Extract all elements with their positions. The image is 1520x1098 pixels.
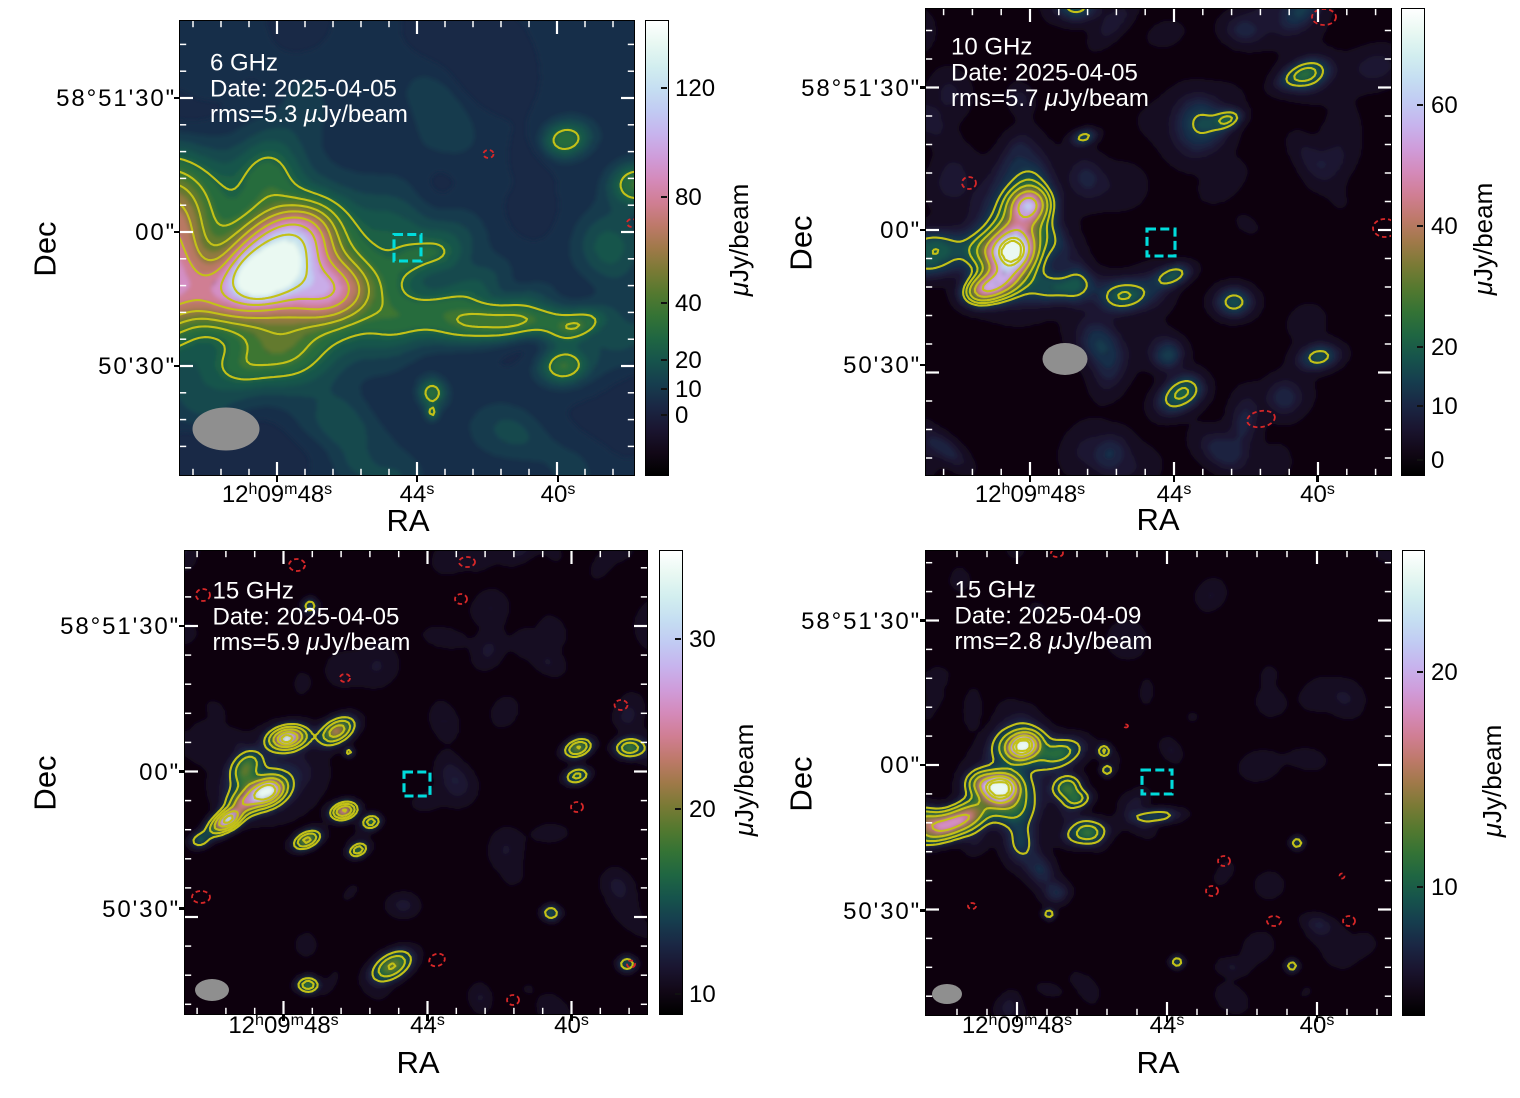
svg-text:rms=5.9 μJy/beam: rms=5.9 μJy/beam (213, 629, 411, 656)
svg-text:Date: 2025-04-05: Date: 2025-04-05 (951, 59, 1138, 86)
svg-text:rms=2.8 μJy/beam: rms=2.8 μJy/beam (955, 628, 1153, 655)
svg-text:rms=5.7 μJy/beam: rms=5.7 μJy/beam (951, 85, 1149, 112)
svg-text:10 GHz: 10 GHz (951, 34, 1032, 61)
svg-text:rms=5.3 μJy/beam: rms=5.3 μJy/beam (210, 101, 408, 128)
svg-text:15 GHz: 15 GHz (955, 577, 1036, 604)
svg-text:Date: 2025-04-05: Date: 2025-04-05 (213, 603, 400, 630)
svg-text:6 GHz: 6 GHz (210, 50, 278, 77)
svg-text:15 GHz: 15 GHz (213, 578, 294, 605)
svg-text:Date: 2025-04-05: Date: 2025-04-05 (210, 75, 397, 102)
svg-text:Date: 2025-04-09: Date: 2025-04-09 (955, 602, 1142, 629)
